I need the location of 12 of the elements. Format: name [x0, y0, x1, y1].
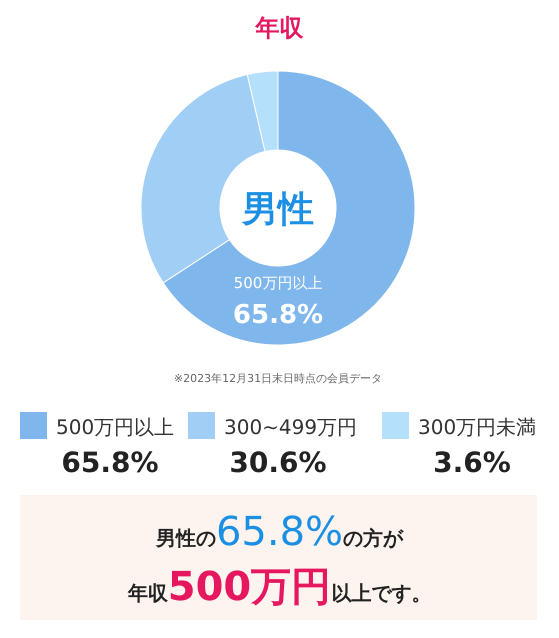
data-label: 3.6% [433, 446, 511, 479]
legend-label: 300~499万円 [224, 415, 358, 439]
chart-title: 年収 [254, 14, 304, 42]
data-label: 30.6% [229, 446, 327, 479]
legend-label: 300万円未満 [418, 415, 536, 439]
text: ※2023年12月31日末日時点の会員データ [174, 372, 382, 385]
text: 年収500万円以上です。 [126, 564, 432, 610]
text: 男性の65.8%の方が [154, 509, 404, 555]
slice-label: 500万円以上 [234, 274, 322, 292]
text: 男性 [241, 189, 314, 230]
legend-label: 500万円以上 [56, 415, 174, 439]
data-label: 65.8% [232, 300, 324, 330]
